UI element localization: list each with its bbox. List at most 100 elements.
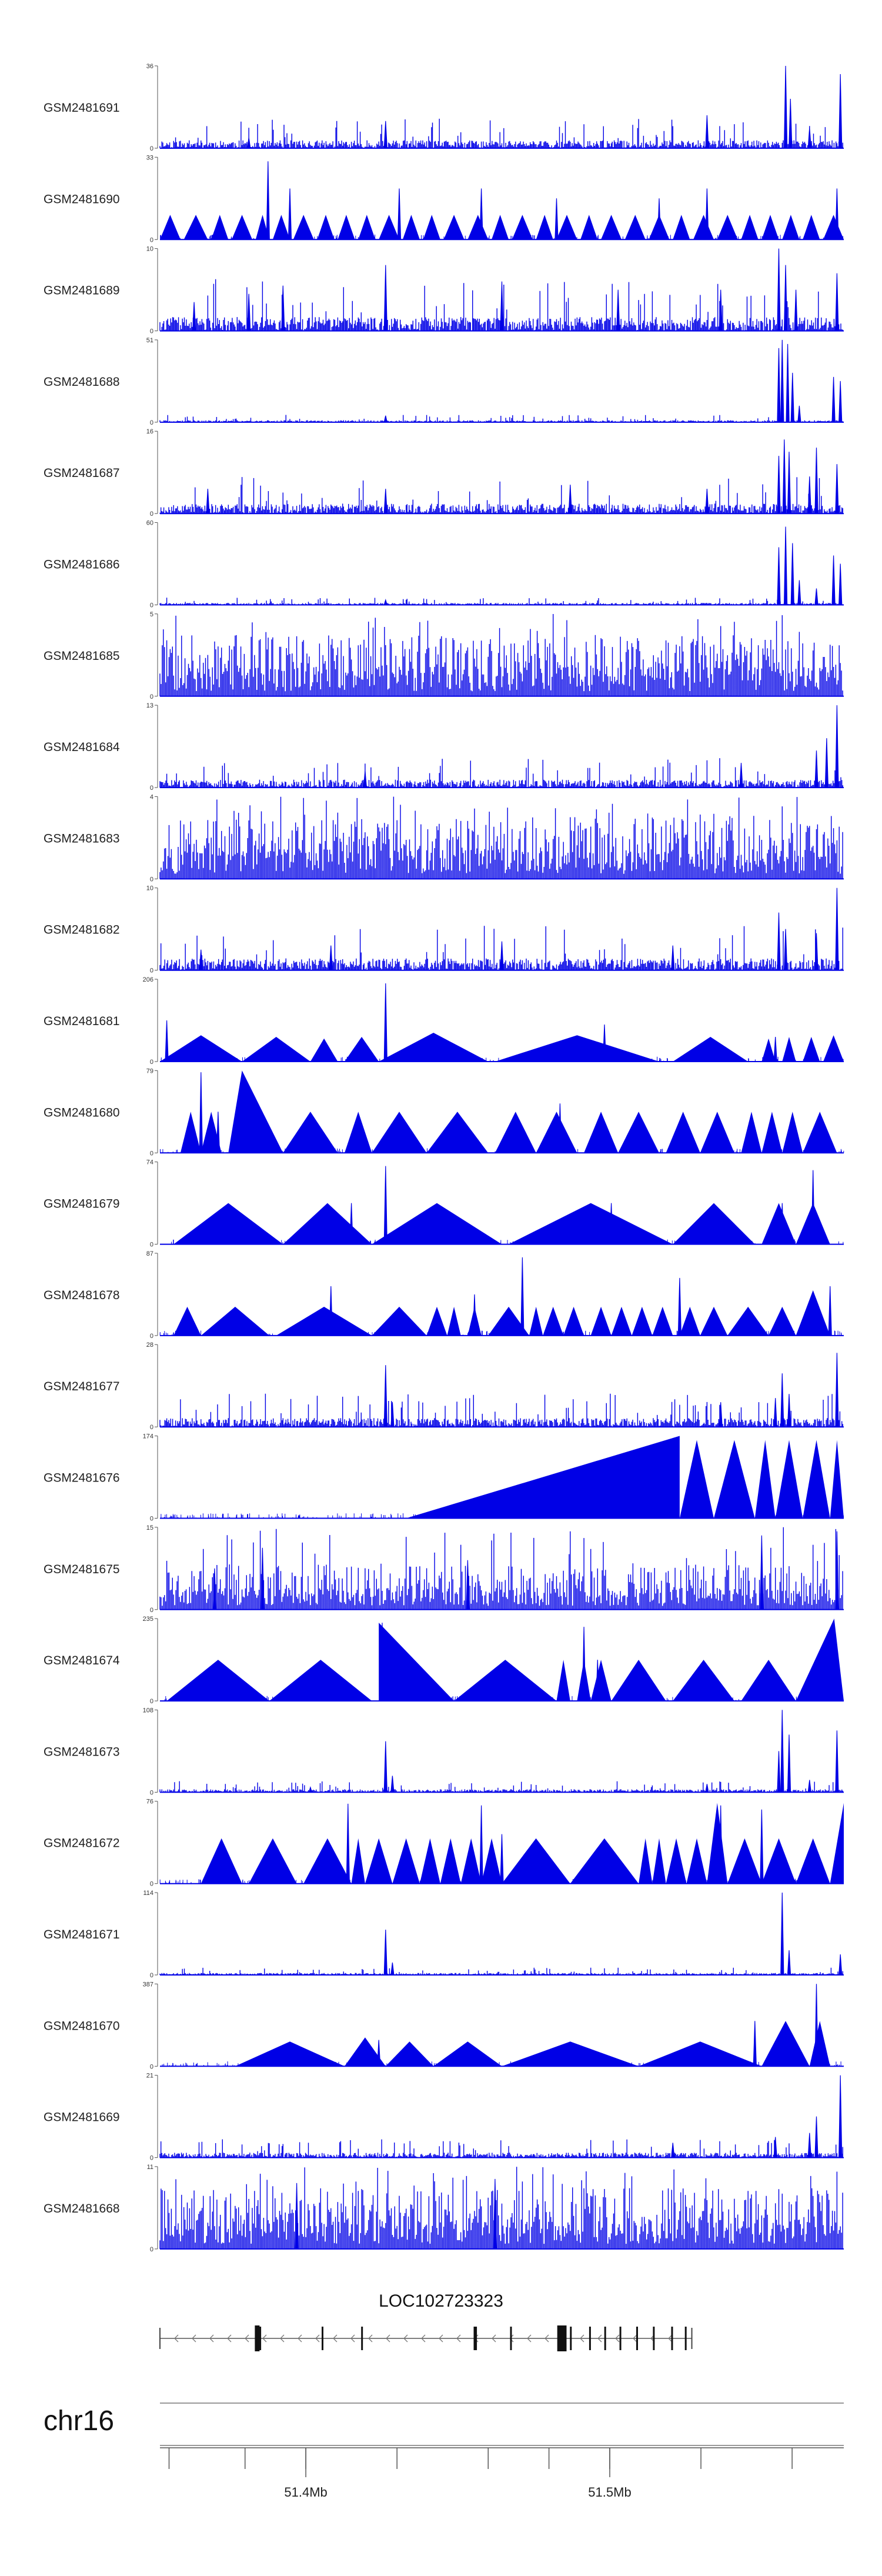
- coverage-triangle: [228, 1070, 283, 1153]
- coverage-triangle: [249, 1838, 297, 1884]
- coverage-triangle: [536, 1112, 577, 1153]
- signal-peak: [493, 2178, 497, 2250]
- track-label: GSM2481685: [44, 649, 120, 663]
- signal-peak: [783, 526, 788, 606]
- strand-arrow: [315, 2334, 320, 2343]
- gene-exon: [510, 2327, 512, 2350]
- signal-bars-low: [160, 234, 844, 240]
- track-GSM2481669: GSM2481669 21 0: [44, 2073, 844, 2162]
- genomic-axis: 51.4Mb 51.5Mb: [160, 2447, 844, 2500]
- signal-peak: [814, 588, 818, 606]
- strand-arrow: [192, 2334, 196, 2343]
- signal-peak: [380, 1623, 385, 1701]
- signal-bars-low: [159, 1330, 842, 1336]
- coverage-triangle: [761, 1038, 776, 1062]
- strand-arrow: [527, 2334, 532, 2343]
- signal-peak: [753, 2021, 757, 2067]
- gene-exon: [619, 2327, 622, 2350]
- y-min-label: 0: [150, 510, 153, 518]
- coverage-triangle: [173, 1306, 201, 1336]
- coverage-triangle: [426, 1306, 447, 1336]
- coverage-triangle: [495, 1035, 659, 1062]
- y-min-label: 0: [150, 693, 153, 700]
- track-label: GSM2481684: [44, 740, 120, 754]
- track-GSM2481676: GSM2481676 174 0: [44, 1433, 844, 1523]
- coverage-triangle: [673, 1203, 755, 1244]
- y-min-label: 0: [150, 785, 153, 792]
- y-max-label: 28: [146, 1342, 153, 1349]
- signal-bars: [159, 1781, 843, 1793]
- coverage-triangle: [761, 1203, 796, 1244]
- signal-peak: [835, 705, 839, 788]
- coverage-triangle: [440, 1838, 461, 1884]
- coverage-triangle: [358, 215, 376, 240]
- track-GSM2481680: GSM2481680 79 0: [44, 1067, 844, 1157]
- coverage-triangle: [590, 1660, 612, 1701]
- track-GSM2481691: GSM2481691 36 0: [44, 63, 844, 152]
- signal-bars-low: [161, 1056, 844, 1062]
- chromosome-label: chr16: [44, 2405, 114, 2437]
- gene-exon: [557, 2325, 562, 2351]
- signal-peak: [787, 1734, 791, 1793]
- signal-peak: [705, 188, 709, 240]
- coverage-triangle: [580, 215, 598, 240]
- coverage-triangle: [372, 1112, 427, 1153]
- coverage-triangle: [700, 1306, 728, 1336]
- signal-bars-low: [159, 1878, 840, 1884]
- coverage-triangle: [160, 1035, 242, 1062]
- coverage-triangle: [293, 215, 314, 240]
- gene-exon: [322, 2327, 323, 2350]
- track-label: GSM2481678: [44, 1289, 120, 1302]
- y-min-label: 0: [150, 1516, 153, 1523]
- track-GSM2481683: GSM2481683 4 0: [44, 793, 844, 883]
- coverage-triangle: [782, 1037, 796, 1062]
- track-GSM2481684: GSM2481684 13 0: [44, 702, 844, 792]
- signal-bars: [159, 279, 843, 331]
- coverage-triangle: [741, 1112, 762, 1153]
- signal-peak: [835, 464, 839, 514]
- signal-peak: [790, 372, 794, 423]
- signal-peak: [831, 555, 836, 606]
- track-GSM2481678: GSM2481678 87 0: [44, 1250, 844, 1340]
- signal-peak: [794, 289, 798, 332]
- strand-arrow: [439, 2334, 443, 2343]
- track-label: GSM2481674: [44, 1654, 120, 1667]
- coverage-triangle: [796, 1838, 830, 1884]
- gene-exon: [255, 2325, 260, 2351]
- strand-arrow: [668, 2334, 673, 2343]
- gene-exon: [361, 2327, 363, 2350]
- coverage-triangle: [830, 1803, 844, 1884]
- coverage-triangle: [686, 1838, 707, 1884]
- coverage-triangle: [823, 1035, 844, 1062]
- track-label: GSM2481672: [44, 1837, 120, 1850]
- y-max-label: 5: [150, 611, 153, 618]
- coverage-triangle: [761, 1112, 783, 1153]
- track-GSM2481681: GSM2481681 206 0: [44, 976, 844, 1066]
- coverage-triangle: [379, 1033, 489, 1062]
- signal-peak: [780, 1373, 784, 1427]
- coverage-triangle: [639, 1838, 653, 1884]
- coverage-triangle: [543, 1306, 564, 1336]
- coverage-triangle: [673, 215, 690, 240]
- track-label: GSM2481690: [44, 192, 120, 206]
- coverage-triangle: [714, 1440, 755, 1519]
- coverage-triangle: [700, 1112, 734, 1153]
- track-GSM2481671: GSM2481671 114 0: [44, 1890, 844, 1979]
- strand-arrow: [509, 2334, 514, 2343]
- y-max-label: 79: [146, 1067, 153, 1075]
- signal-peak: [390, 1402, 395, 1427]
- coverage-triangle: [345, 1112, 372, 1153]
- y-min-label: 0: [150, 145, 153, 152]
- coverage-triangle: [624, 215, 646, 240]
- coverage-triangle: [283, 1203, 372, 1244]
- y-max-label: 174: [143, 1433, 153, 1440]
- signal-bars: [159, 415, 843, 422]
- y-max-label: 114: [143, 1890, 153, 1897]
- coverage-triangle: [338, 215, 355, 240]
- track-GSM2481687: GSM2481687 16 0: [44, 428, 844, 518]
- coverage-triangle: [345, 1037, 379, 1062]
- axis-tick-label: 51.5Mb: [588, 2485, 631, 2500]
- track-label: GSM2481670: [44, 2019, 120, 2033]
- coverage-triangle: [379, 1623, 455, 1701]
- signal-peak: [383, 1166, 387, 1245]
